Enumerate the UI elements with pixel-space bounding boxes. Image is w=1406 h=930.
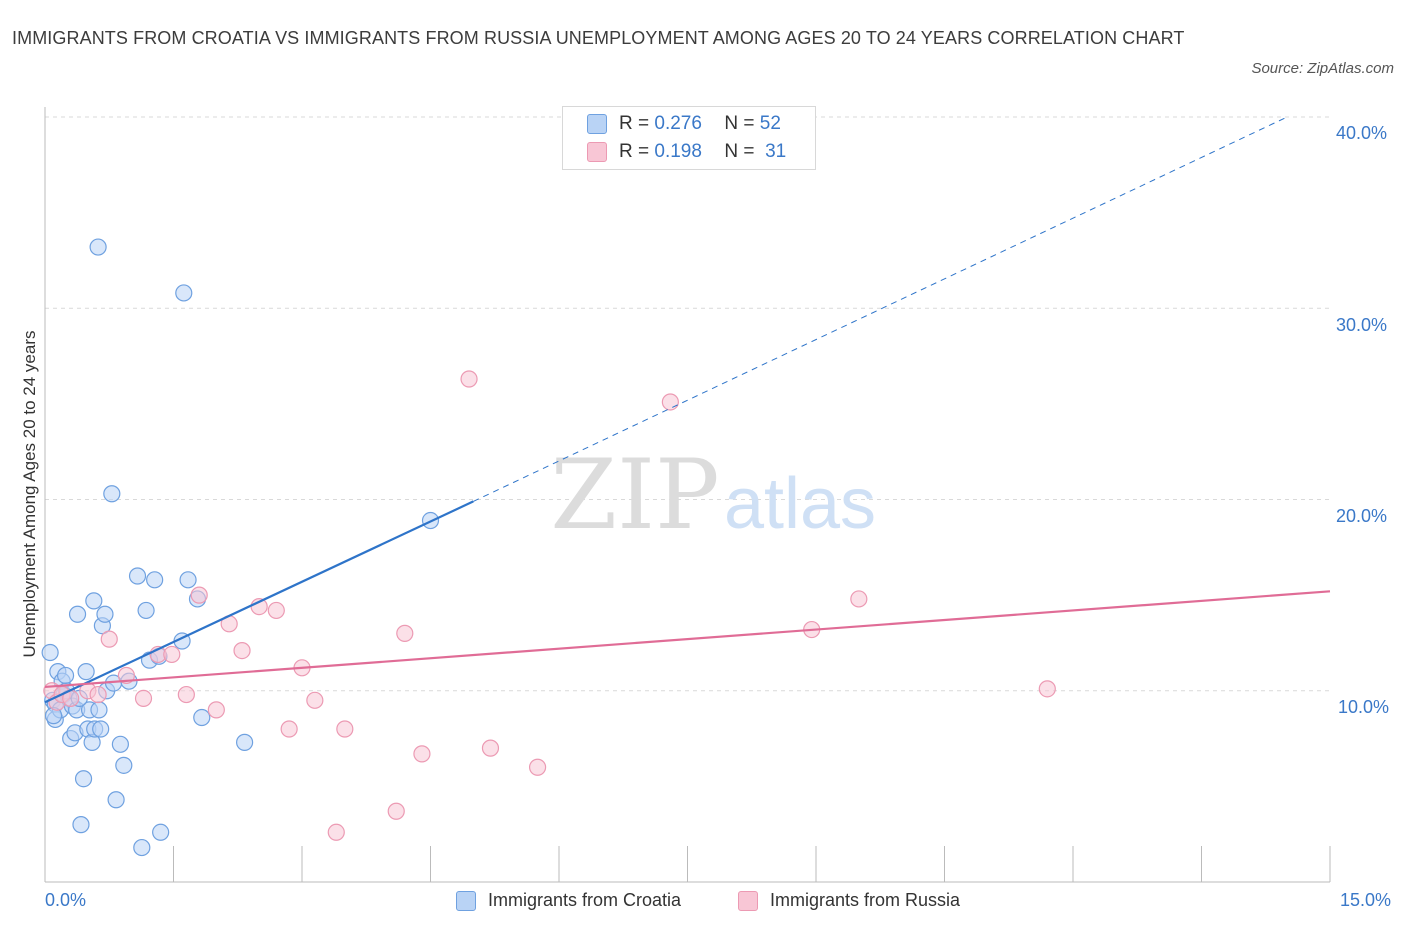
croatia-point (133, 838, 151, 857)
croatia-point (146, 571, 164, 589)
croatia-point (89, 238, 107, 256)
x-tick-min: 0.0% (45, 890, 87, 910)
croatia-legend-swatch (456, 890, 476, 911)
legend-croatia-n: 52 (759, 113, 781, 134)
y-tick-10: 10.0% (1338, 697, 1390, 717)
bottom-legend-croatia-label: Immigrants from Croatia (488, 890, 682, 910)
trend-lines (44, 116, 1331, 704)
y-tick-20: 20.0% (1336, 506, 1388, 526)
russia-legend-swatch (738, 890, 758, 911)
y-axis-label: Unemployment Among Ages 20 to 24 years (20, 330, 39, 658)
croatia-point (56, 666, 75, 685)
croatia-point (74, 770, 93, 788)
croatia-point (193, 708, 211, 727)
axes (44, 107, 1331, 883)
legend-n-label: N = (724, 113, 755, 134)
russia-point (233, 641, 251, 660)
watermark: ZIP atlas (550, 439, 876, 551)
russia-point (89, 685, 107, 704)
legend-r-label: R = (619, 141, 650, 162)
croatia-point (111, 735, 129, 753)
croatia-point (128, 567, 147, 585)
legend-n-label: N = (724, 141, 755, 162)
legend-russia-n: 31 (765, 141, 787, 162)
russia-point (163, 645, 181, 664)
russia-point (1038, 680, 1056, 698)
russia-point (306, 691, 324, 709)
russia-point (177, 685, 195, 704)
croatia-point (41, 643, 59, 662)
series-russia-points (43, 370, 1056, 841)
russia-point (327, 823, 345, 841)
russia-point (117, 666, 135, 685)
croatia-point (115, 756, 133, 774)
y-tick-40: 40.0% (1336, 123, 1388, 143)
croatia-point (107, 791, 125, 809)
legend-row-croatia: R = 0.276 N = 52 (587, 112, 781, 136)
croatia-point (96, 605, 114, 623)
source-label: Source: ZipAtlas.com (1251, 60, 1394, 77)
croatia-point (152, 823, 170, 841)
bottom-legend-russia-label: Immigrants from Russia (770, 890, 961, 910)
chart-title: IMMIGRANTS FROM CROATIA VS IMMIGRANTS FR… (12, 28, 1185, 48)
croatia-point (236, 733, 254, 751)
watermark-zip: ZIP (550, 439, 719, 551)
croatia-point (85, 592, 103, 610)
croatia-point (68, 605, 87, 623)
russia-point (336, 720, 354, 738)
russia-swatch (587, 142, 607, 162)
croatia-point (72, 816, 90, 834)
watermark-atlas: atlas (724, 464, 876, 544)
russia-point (460, 370, 478, 388)
croatia-point (77, 663, 95, 681)
russia-point (387, 802, 405, 820)
croatia-point (179, 571, 197, 589)
russia-trend-line (44, 590, 1331, 689)
legend-row-russia: R = 0.198 N = 31 (587, 140, 786, 164)
y-tick-30: 30.0% (1336, 315, 1388, 335)
russia-point (413, 745, 431, 763)
legend-russia-r: 0.198 (654, 141, 702, 162)
russia-point (100, 630, 118, 648)
legend-croatia-r: 0.276 (654, 113, 702, 134)
croatia-point (137, 601, 155, 620)
croatia-point (103, 485, 121, 503)
series-croatia-points (41, 238, 440, 857)
bottom-legend-russia: Immigrants from Russia (738, 890, 960, 911)
russia-point (661, 393, 679, 411)
croatia-trend-extension (473, 116, 1288, 502)
russia-point (396, 624, 414, 642)
x-tick-max: 15.0% (1340, 890, 1392, 910)
russia-point (481, 739, 500, 757)
croatia-point (90, 701, 108, 719)
croatia-point (92, 720, 110, 738)
croatia-trend-line (44, 500, 474, 704)
russia-point (190, 586, 208, 604)
russia-point (528, 758, 547, 776)
croatia-point (175, 284, 193, 302)
legend-r-label: R = (619, 113, 650, 134)
croatia-swatch (587, 114, 607, 134)
russia-point (850, 590, 868, 608)
bottom-legend-croatia: Immigrants from Croatia (456, 890, 681, 911)
russia-point (267, 601, 285, 620)
russia-point (134, 689, 153, 708)
russia-point (207, 701, 225, 719)
legend-box: R = 0.276 N = 52 R = 0.198 N = 31 (562, 106, 816, 170)
russia-point (280, 720, 298, 738)
